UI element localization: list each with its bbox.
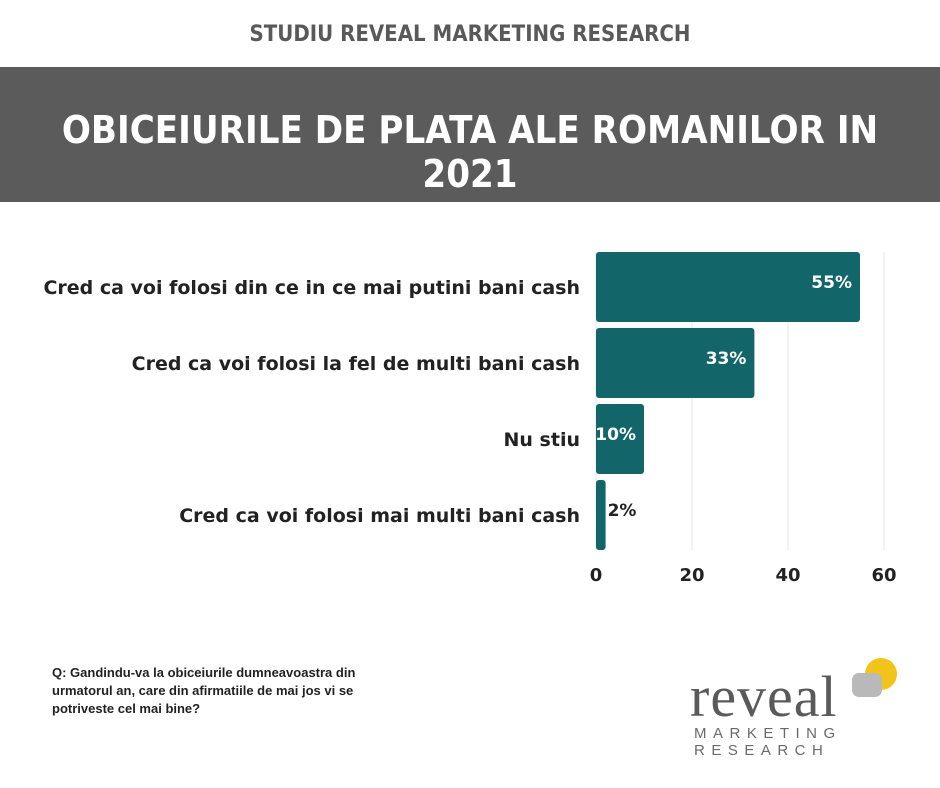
x-tick-label: 0 — [590, 565, 603, 586]
category-label: Cred ca voi folosi mai multi bani cash — [179, 505, 580, 527]
category-label: Cred ca voi folosi din ce in ce mai puti… — [43, 277, 580, 299]
value-label: 33% — [706, 349, 747, 369]
logo-line-research: RESEARCH — [694, 742, 830, 759]
page-title: OBICEIURILE DE PLATA ALE ROMANILOR IN 20… — [61, 108, 879, 196]
bar-chart: Cred ca voi folosi din ce in ce mai puti… — [43, 252, 897, 586]
title-banner — [0, 67, 940, 202]
bar — [596, 404, 644, 474]
bar — [596, 480, 606, 550]
header-kicker: STUDIU REVEAL MARKETING RESEARCH — [249, 22, 691, 47]
reveal-logo: reveal MARKETING RESEARCH — [690, 655, 920, 765]
survey-question: Q: Gandindu-va la obiceiurile dumneavoas… — [52, 665, 356, 716]
logo-mark-icon — [852, 658, 897, 697]
x-tick-label: 60 — [871, 565, 896, 586]
value-label: 55% — [811, 273, 852, 293]
x-tick-label: 40 — [775, 565, 800, 586]
x-tick-label: 20 — [679, 565, 704, 586]
logo-wordmark: reveal — [690, 664, 838, 729]
value-label: 2% — [608, 501, 637, 521]
value-label: 10% — [595, 425, 636, 445]
logo-line-marketing: MARKETING — [694, 725, 842, 742]
bar — [596, 252, 860, 322]
category-label: Cred ca voi folosi la fel de multi bani … — [132, 353, 580, 375]
logo-gray-square — [852, 673, 882, 697]
bar — [596, 328, 755, 398]
category-label: Nu stiu — [504, 429, 580, 451]
